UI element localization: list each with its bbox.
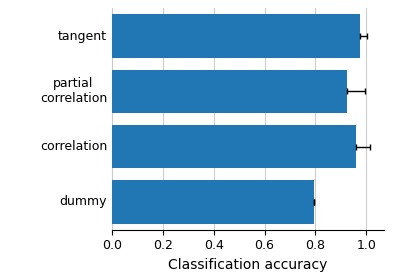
Bar bbox=[112, 15, 360, 58]
Bar bbox=[112, 180, 314, 223]
Bar bbox=[112, 125, 356, 168]
X-axis label: Classification accuracy: Classification accuracy bbox=[168, 258, 328, 272]
Bar bbox=[112, 70, 347, 113]
